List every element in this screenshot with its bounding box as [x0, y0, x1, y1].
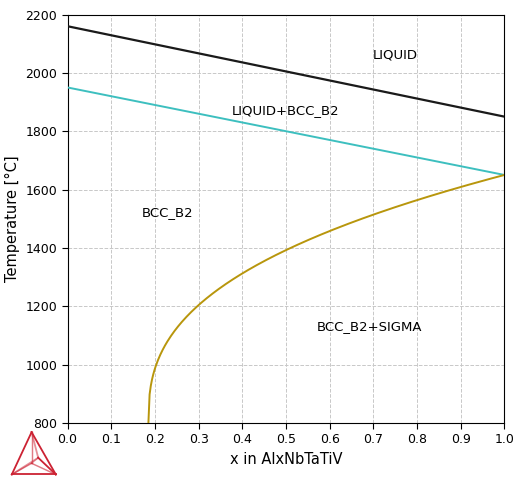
Y-axis label: Temperature [°C]: Temperature [°C]	[5, 156, 20, 282]
Text: LIQUID+BCC_B2: LIQUID+BCC_B2	[232, 104, 340, 117]
Text: BCC_B2+SIGMA: BCC_B2+SIGMA	[317, 320, 422, 333]
Text: BCC_B2: BCC_B2	[142, 207, 193, 219]
Text: LIQUID: LIQUID	[373, 49, 418, 62]
X-axis label: x in AlxNbTaTiV: x in AlxNbTaTiV	[230, 452, 342, 467]
